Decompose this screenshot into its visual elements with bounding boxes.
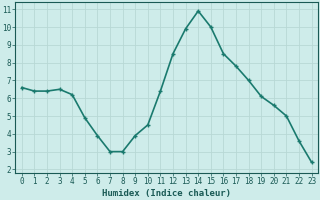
- X-axis label: Humidex (Indice chaleur): Humidex (Indice chaleur): [102, 189, 231, 198]
